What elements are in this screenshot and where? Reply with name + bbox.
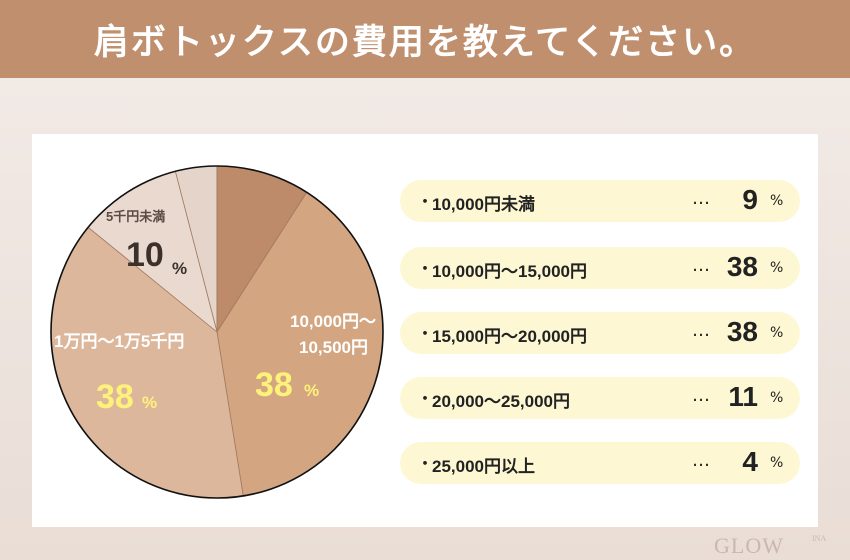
pie-annotation-value: 10 [126,236,164,274]
row-value: 38 [726,251,758,282]
row-label: 20,000〜25,000円 [432,392,570,411]
pie-annotation-label: 10,000円〜 [290,312,376,331]
row-dots: … [692,450,711,471]
page-title: 肩ボトックスの費用を教えてください。 [93,22,757,63]
row-label: 15,000円〜20,000円 [432,327,587,346]
price-row: ・ 10,000円〜15,000円 … 38 % [400,247,800,289]
row-value: 4 [742,446,758,477]
row-label: 10,000円未満 [432,195,535,214]
row-label: 25,000円以上 [432,457,535,476]
pie-annotation-label: 5千円未満 [106,209,165,224]
row-bullet: ・ [416,192,434,213]
pie-annotation-unit: % [142,393,157,412]
row-dots: … [692,255,711,276]
row-unit: % [770,390,784,406]
header-banner: 肩ボトックスの費用を教えてください。 [0,0,850,78]
row-bullet: ・ [416,259,434,280]
glow-logo: GLOW [714,533,784,558]
row-value: 38 [726,316,758,347]
row-bullet: ・ [416,389,434,410]
pie-annotation-unit: % [304,381,319,400]
pie-outline [50,165,384,499]
row-unit: % [770,193,784,209]
price-row: ・ 15,000円〜20,000円 … 38 % [400,312,800,354]
price-row: ・ 20,000〜25,000円 … 11 % [400,377,800,419]
pie-annotation-value: 38 [96,378,134,416]
logo-sub: INA [812,534,827,543]
row-dots: … [692,320,711,341]
row-dots: … [692,385,711,406]
price-row: ・ 25,000円以上 … 4 % [400,442,800,484]
row-unit: % [770,260,784,276]
pie-annotation-label: 10,500円 [299,338,368,357]
row-value: 11 [728,381,758,412]
pie-annotation-label: 1万円〜1万5千円 [54,332,184,351]
pie-chart: 10,000円〜 10,500円 38 % 1万円〜1万5千円 38 % 5千円未満 10% [50,165,384,499]
row-unit: % [770,455,784,471]
row-bullet: ・ [416,324,434,345]
pie-annotation-value: 38 [255,366,293,404]
row-unit: % [770,325,784,341]
row-label: 10,000円〜15,000円 [432,262,587,281]
price-row: ・ 10,000円未満 … 9 % [400,180,800,222]
row-bullet: ・ [416,454,434,475]
pie-annotation-unit: % [172,259,187,278]
row-value: 9 [742,184,758,215]
row-dots: … [692,188,711,209]
